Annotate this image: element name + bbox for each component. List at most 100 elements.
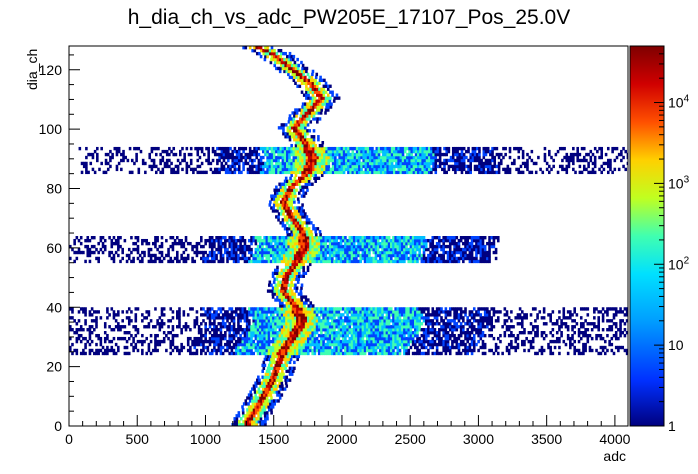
heatmap-cell — [400, 241, 404, 246]
heatmap-cell — [248, 322, 251, 326]
heatmap-cell — [299, 289, 303, 293]
heatmap-cell — [285, 348, 288, 353]
heatmap-cell — [374, 241, 378, 246]
heatmap-cell — [265, 241, 269, 246]
heatmap-cell — [392, 328, 395, 332]
heatmap-cell — [311, 348, 314, 353]
heatmap-cell — [276, 351, 280, 356]
heatmap-cell — [357, 325, 360, 329]
heatmap-cell — [606, 348, 609, 353]
heatmap-cell — [283, 194, 286, 198]
heatmap-cell — [409, 250, 413, 255]
heatmap-cell — [373, 167, 376, 172]
heatmap-cell — [291, 238, 295, 243]
heatmap-cell — [264, 423, 267, 426]
heatmap-cell — [398, 342, 402, 347]
heatmap-cell — [364, 170, 368, 175]
heatmap-cell — [298, 313, 301, 317]
heatmap-cell — [403, 331, 406, 335]
heatmap-cell — [442, 244, 445, 249]
heatmap-cell — [264, 399, 267, 403]
heatmap-cell — [579, 336, 583, 341]
heatmap-cell — [383, 244, 387, 249]
heatmap-cell — [423, 167, 427, 172]
heatmap-cell — [379, 167, 383, 172]
heatmap-cell — [182, 313, 186, 317]
heatmap-cell — [442, 241, 445, 246]
heatmap-cell — [326, 256, 330, 261]
heatmap-cell — [419, 164, 422, 169]
heatmap-cell — [438, 259, 441, 264]
heatmap-cell — [219, 322, 223, 326]
heatmap-cell — [400, 253, 404, 258]
heatmap-cell — [383, 325, 387, 329]
heatmap-cell — [410, 167, 414, 172]
heatmap-cell — [306, 268, 310, 273]
heatmap-cell — [451, 307, 454, 311]
heatmap-cell — [470, 313, 474, 317]
heatmap-cell — [317, 333, 321, 338]
heatmap-cell — [86, 247, 90, 252]
heatmap-cell — [269, 331, 273, 335]
heatmap-cell — [298, 241, 301, 246]
heatmap-cell — [435, 259, 439, 264]
heatmap-cell — [381, 259, 384, 264]
heatmap-cell — [464, 244, 467, 249]
heatmap-cell — [447, 164, 451, 169]
heatmap-cell — [192, 167, 195, 172]
heatmap-cell — [320, 164, 324, 169]
heatmap-cell — [355, 348, 358, 353]
heatmap-cell — [276, 369, 280, 373]
heatmap-cell — [293, 253, 297, 258]
heatmap-cell — [283, 224, 287, 228]
heatmap-cell — [488, 250, 491, 255]
heatmap-cell — [272, 167, 276, 172]
heatmap-cell — [234, 259, 238, 264]
heatmap-cell — [264, 387, 267, 391]
heatmap-cell — [421, 164, 424, 169]
heatmap-cell — [154, 333, 157, 338]
heatmap-cell — [288, 164, 291, 169]
heatmap-cell — [221, 244, 225, 249]
heatmap-cell — [221, 241, 225, 246]
heatmap-cell — [315, 319, 319, 323]
heatmap-cell — [442, 342, 445, 347]
heatmap-cell — [400, 313, 404, 317]
heatmap-cell — [275, 200, 279, 204]
heatmap-cell — [243, 351, 247, 356]
heatmap-cell — [291, 298, 295, 302]
heatmap-cell — [215, 333, 218, 338]
heatmap-cell — [320, 339, 323, 344]
heatmap-cell — [324, 345, 328, 350]
heatmap-cell — [254, 236, 258, 240]
heatmap-cell — [344, 319, 347, 323]
heatmap-cell — [385, 310, 389, 314]
heatmap-cell — [344, 351, 347, 356]
heatmap-cell — [99, 342, 103, 347]
heatmap-cell — [407, 322, 411, 326]
heatmap-cell — [276, 265, 279, 270]
heatmap-cell — [283, 170, 287, 175]
heatmap-cell — [396, 259, 400, 264]
heatmap-cell — [237, 423, 241, 426]
heatmap-cell — [459, 307, 463, 311]
heatmap-cell — [176, 164, 180, 169]
heatmap-cell — [213, 325, 216, 329]
heatmap-cell — [365, 336, 369, 341]
heatmap-cell — [368, 339, 371, 344]
heatmap-cell — [545, 333, 548, 338]
heatmap-cell — [302, 265, 305, 270]
heatmap-cell — [333, 250, 336, 255]
heatmap-cell — [389, 319, 393, 323]
heatmap-cell — [293, 316, 297, 320]
heatmap-cell — [420, 322, 424, 326]
heatmap-cell — [379, 333, 382, 338]
heatmap-cell — [540, 331, 544, 335]
heatmap-cell — [224, 331, 227, 335]
heatmap-cell — [269, 241, 273, 246]
heatmap-cell — [296, 221, 300, 225]
heatmap-cell — [451, 256, 454, 261]
heatmap-cell — [305, 227, 309, 231]
heatmap-cell — [359, 236, 362, 240]
heatmap-cell — [455, 259, 459, 264]
